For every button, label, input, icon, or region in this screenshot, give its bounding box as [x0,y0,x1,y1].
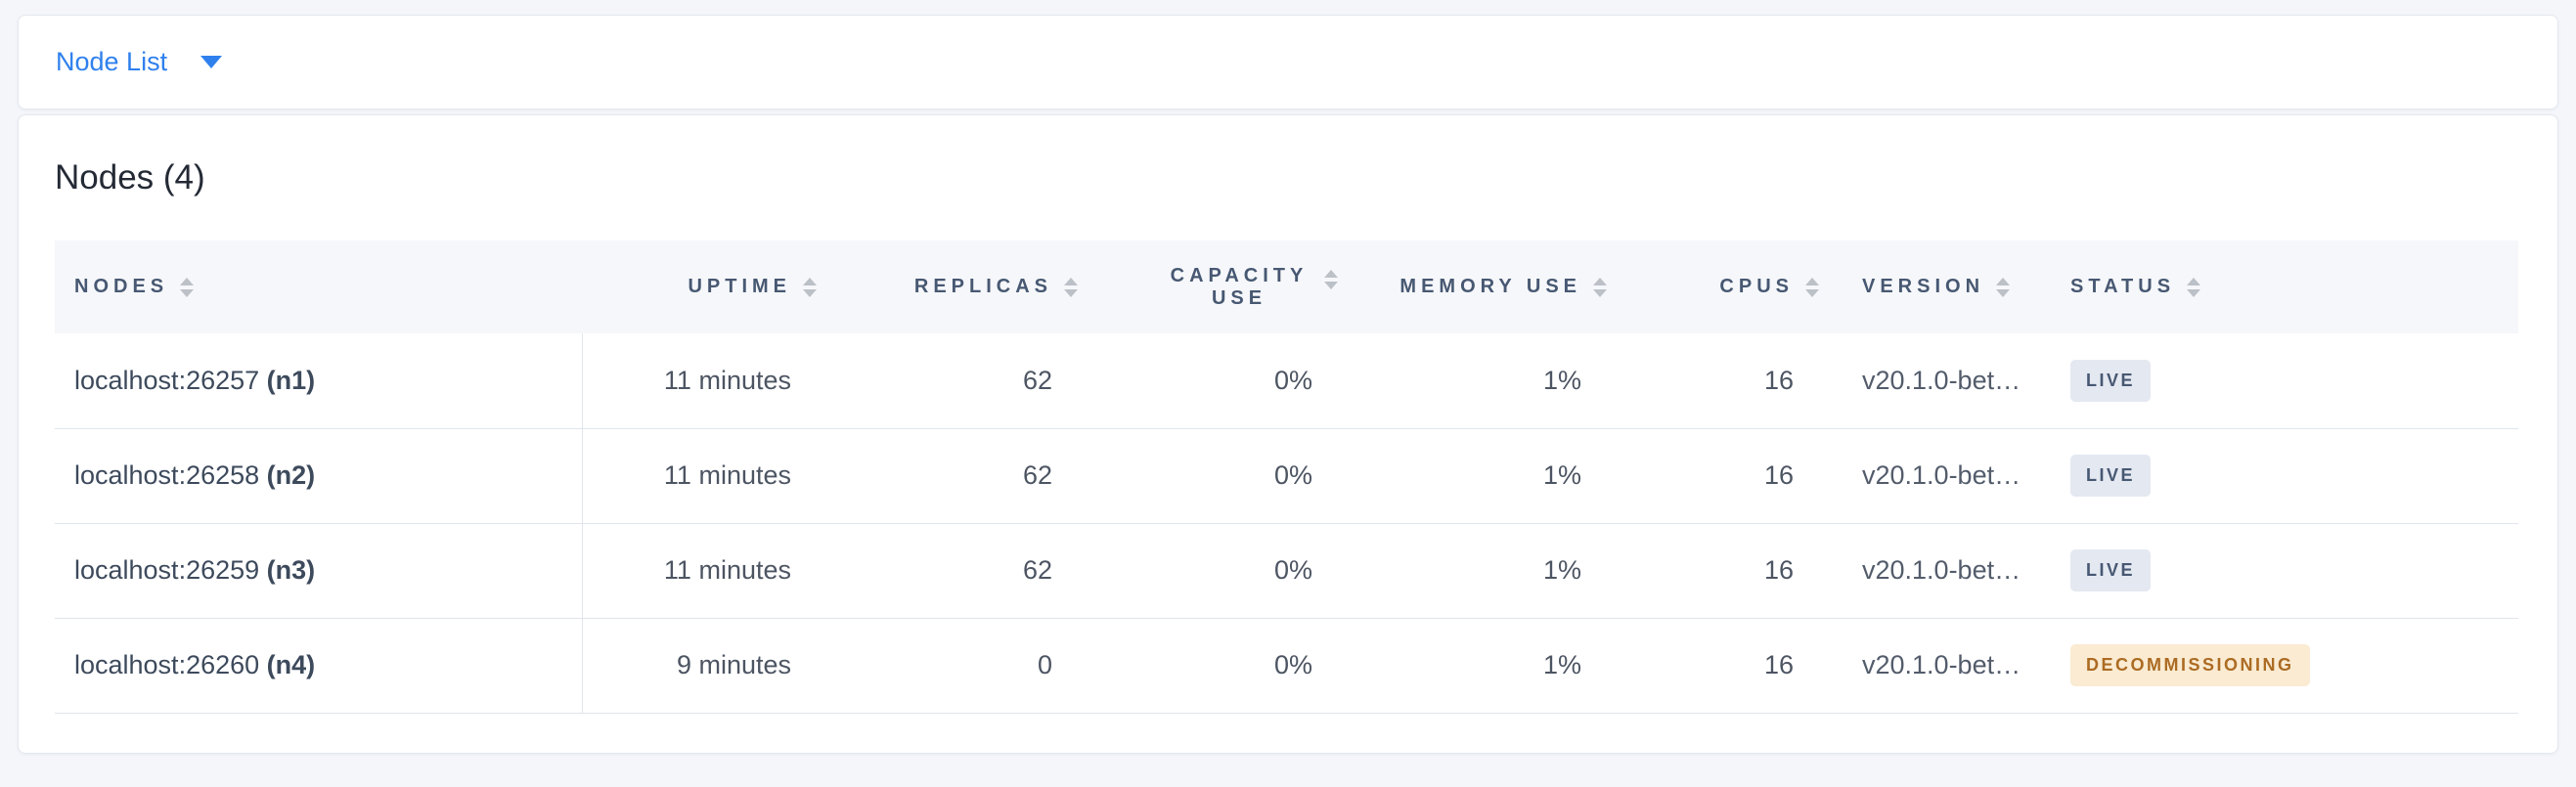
status-badge: DECOMMISSIONING [2070,644,2310,686]
sort-icon [180,277,195,297]
replicas-cell: 62 [1022,365,1052,395]
node-id: (n1) [266,365,316,395]
node-id: (n2) [266,460,316,490]
memory-use-cell: 1% [1542,650,1581,679]
chevron-down-icon [200,56,223,68]
memory-use-cell: 1% [1542,555,1581,585]
version-cell: v20.1.0-bet… [1862,650,2021,679]
version-cell: v20.1.0-bet… [1862,365,2021,395]
version-cell: v20.1.0-bet… [1862,460,2021,490]
sort-icon [1064,277,1078,297]
status-cell: LIVE [2047,333,2518,428]
node-address-cell: localhost:26258 (n2) [55,428,583,523]
capacity-use-cell: 0% [1273,460,1312,490]
column-header[interactable]: MEMORY USE [1357,240,1626,333]
cpus-cell: 16 [1763,555,1794,585]
version-cell: v20.1.0-bet… [1862,555,2021,585]
column-header-label: CPUS [1719,276,1794,297]
status-cell: LIVE [2047,523,2518,618]
view-dropdown[interactable]: Node List [56,47,223,77]
column-header-label: NODES [74,276,169,297]
node-id: (n3) [266,555,316,585]
table-row[interactable]: localhost:26258 (n2) 11 minutes 62 0% 1%… [55,428,2518,523]
node-address: localhost:26260 [74,650,260,679]
column-header[interactable]: VERSION [1839,240,2047,333]
column-header[interactable]: NODES [55,240,582,333]
memory-use-cell: 1% [1542,365,1581,395]
column-header-label: VERSION [1862,276,1985,297]
node-address: localhost:26257 [74,365,260,395]
table-row[interactable]: localhost:26257 (n1) 11 minutes 62 0% 1%… [55,333,2518,428]
replicas-cell: 62 [1022,460,1052,490]
replicas-cell: 62 [1022,555,1052,585]
column-header-label: STATUS [2070,276,2176,297]
sort-icon [1996,277,2011,297]
node-address-cell: localhost:26257 (n1) [55,333,583,428]
capacity-use-cell: 0% [1273,365,1312,395]
sort-icon [2187,277,2201,297]
table-row[interactable]: localhost:26259 (n3) 11 minutes 62 0% 1%… [55,523,2518,618]
status-badge: LIVE [2070,549,2152,591]
memory-use-cell: 1% [1542,460,1581,490]
column-header[interactable]: UPTIME [582,240,836,333]
status-badge: LIVE [2070,359,2152,402]
column-header[interactable]: CPUS [1626,240,1839,333]
column-header[interactable]: REPLICAS [836,240,1097,333]
capacity-use-cell: 0% [1273,650,1312,679]
cpus-cell: 16 [1763,365,1794,395]
status-cell: DECOMMISSIONING [2047,618,2518,713]
status-badge: LIVE [2070,455,2152,497]
sort-icon [1805,277,1819,297]
column-header[interactable]: CAPACITY USE [1097,240,1357,333]
nodes-card: Nodes (4) NODES UPTIME REPLICAS [18,114,2558,754]
uptime-cell: 11 minutes [663,460,791,490]
status-cell: LIVE [2047,428,2518,523]
node-address-cell: localhost:26260 (n4) [55,618,583,713]
column-header-label: MEMORY USE [1399,276,1581,297]
column-header-label: CAPACITY USE [1170,264,1309,309]
cpus-cell: 16 [1763,650,1794,679]
capacity-use-cell: 0% [1273,555,1312,585]
view-selector-bar: Node List [18,15,2558,109]
column-header-label: UPTIME [688,276,791,297]
cpus-cell: 16 [1763,460,1794,490]
node-address: localhost:26258 [74,460,260,490]
page-title: Nodes (4) [55,158,205,197]
sort-icon [1593,277,1607,297]
view-dropdown-label: Node List [56,47,168,76]
table-header: NODES UPTIME REPLICAS CAPACITY USE [55,240,2518,333]
sort-icon [1324,269,1338,289]
column-header[interactable]: STATUS [2047,240,2518,333]
uptime-cell: 9 minutes [676,650,791,679]
column-header-label: REPLICAS [913,276,1052,297]
node-address: localhost:26259 [74,555,260,585]
node-address-cell: localhost:26259 (n3) [55,523,583,618]
uptime-cell: 11 minutes [663,555,791,585]
sort-icon [803,277,817,297]
replicas-cell: 0 [1037,650,1052,679]
uptime-cell: 11 minutes [663,365,791,395]
table-row[interactable]: localhost:26260 (n4) 9 minutes 0 0% 1% 1… [55,618,2518,713]
nodes-table: NODES UPTIME REPLICAS CAPACITY USE [55,240,2518,714]
node-id: (n4) [266,650,316,679]
